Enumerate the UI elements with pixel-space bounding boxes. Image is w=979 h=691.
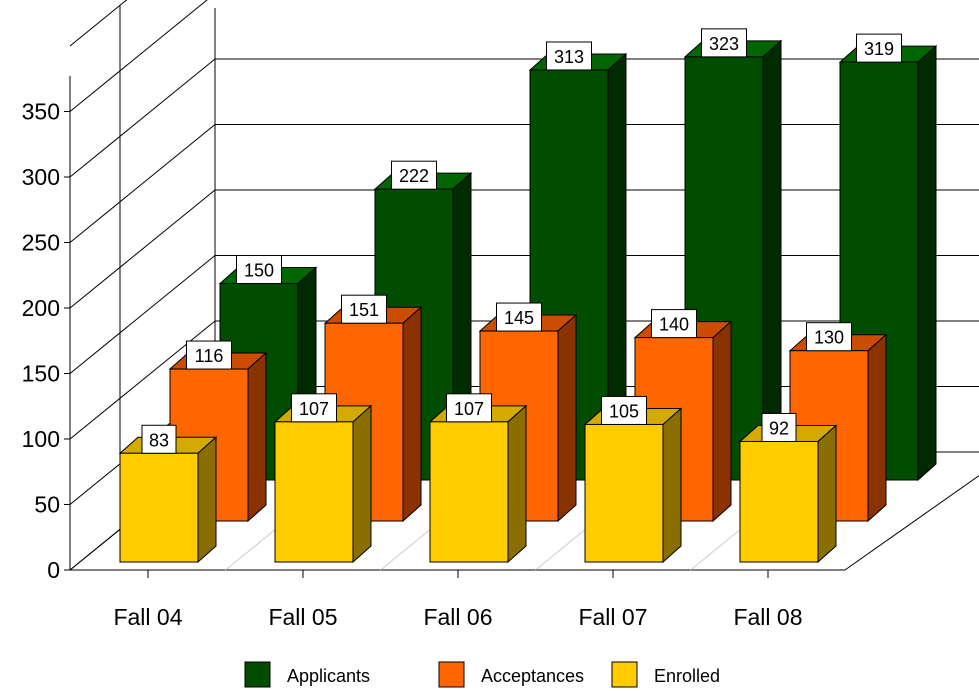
- value-label: 313: [554, 47, 584, 67]
- gridline-side: [69, 124, 216, 243]
- legend-label: Applicants: [287, 666, 370, 686]
- bar-enrolled: [738, 424, 838, 564]
- bar-side: [662, 407, 682, 564]
- bar-side: [247, 351, 267, 523]
- legend-swatch: [611, 661, 638, 688]
- floor-right-edge: [844, 475, 979, 571]
- value-label-box: [291, 393, 337, 423]
- value-label: 107: [454, 399, 484, 419]
- bar-enrolled: [428, 404, 528, 564]
- bar-side: [197, 436, 217, 564]
- value-label: 319: [864, 39, 894, 59]
- value-label-box: [601, 395, 647, 425]
- y-tick-label: 0: [47, 557, 60, 583]
- value-label: 145: [504, 308, 534, 328]
- y-tick-label: 50: [34, 492, 60, 518]
- value-label-box: [391, 160, 437, 190]
- bar-side: [817, 424, 837, 564]
- y-tick-label: 350: [22, 99, 60, 125]
- y-tick-label: 100: [22, 426, 60, 452]
- gridline-side: [69, 189, 216, 309]
- gridline-side: [69, 58, 216, 178]
- x-tick-label: Fall 07: [578, 604, 647, 630]
- value-label-box: [496, 302, 542, 332]
- value-label-box: [651, 309, 697, 339]
- value-labels: 150 222 313 323 319 116 151 145 140 130 83 107 107 10…: [141, 28, 902, 454]
- y-axis: 0 50 100 150 200 250 300 350: [22, 99, 70, 583]
- value-label-box: [446, 393, 492, 423]
- x-tick-label: Fall 08: [733, 604, 802, 630]
- value-label-box: [761, 412, 797, 442]
- bar-side: [402, 306, 422, 523]
- y-tick-label: 200: [22, 295, 60, 321]
- x-tick-label: Fall 05: [268, 604, 337, 630]
- legend-label: Enrolled: [654, 666, 720, 686]
- value-label-box: [701, 28, 747, 58]
- value-label: 107: [299, 399, 329, 419]
- value-label-box: [186, 340, 232, 370]
- value-label: 150: [244, 261, 274, 281]
- value-label: 140: [659, 315, 689, 335]
- value-label-box: [806, 322, 852, 352]
- bar-front: [429, 421, 509, 563]
- bar-front: [274, 421, 354, 563]
- legend-label: Acceptances: [481, 666, 584, 686]
- value-label: 222: [399, 166, 429, 186]
- gridline-side: [69, 255, 216, 374]
- bar-front: [119, 452, 199, 563]
- bar-enrolled: [583, 407, 683, 564]
- bar-enrolled: [118, 436, 218, 564]
- bar-side: [507, 404, 527, 564]
- bar-front: [739, 440, 819, 563]
- value-label-box: [236, 255, 282, 284]
- bar-side: [917, 44, 937, 482]
- legend-swatch: [244, 661, 271, 688]
- legend: Applicants Acceptances Enrolled: [244, 661, 720, 688]
- bars: [118, 39, 938, 564]
- bar-side: [557, 313, 577, 523]
- x-tick-label: Fall 04: [113, 604, 182, 630]
- x-tick-label: Fall 06: [423, 604, 492, 630]
- bar-side: [352, 404, 372, 564]
- y-tick-label: 150: [22, 361, 60, 387]
- value-label-box: [341, 294, 387, 324]
- gridline-side: [69, 0, 208, 112]
- bar-side: [712, 320, 732, 523]
- value-label: 92: [769, 418, 789, 438]
- y-tick-label: 300: [22, 164, 60, 190]
- value-label-box: [856, 33, 902, 63]
- value-label: 105: [609, 401, 639, 421]
- y-tick-label: 250: [22, 230, 60, 256]
- value-label: 116: [195, 346, 224, 366]
- value-label: 323: [709, 34, 739, 54]
- legend-swatch: [438, 661, 465, 688]
- value-label: 151: [349, 300, 379, 320]
- bar-enrolled: [273, 404, 373, 564]
- value-label-box: [546, 41, 592, 71]
- value-label: 83: [149, 430, 169, 450]
- gridline-side: [69, 0, 128, 47]
- bar-front: [584, 423, 664, 563]
- value-label-box: [141, 424, 177, 454]
- value-label: 130: [814, 328, 844, 348]
- bar-side: [867, 333, 887, 523]
